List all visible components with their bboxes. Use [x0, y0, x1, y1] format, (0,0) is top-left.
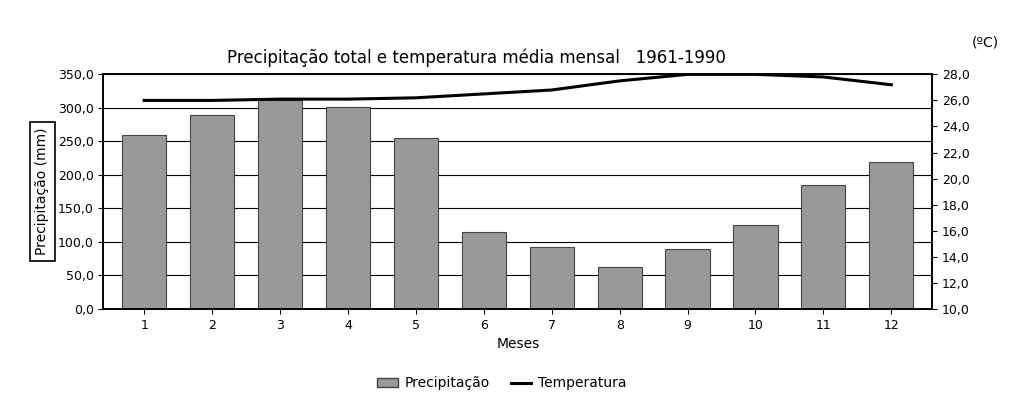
- Bar: [733, 225, 777, 309]
- Title: Precipitação total e temperatura média mensal   1961-1990: Precipitação total e temperatura média m…: [227, 49, 726, 67]
- Legend: Precipitação, Temperatura: Precipitação, Temperatura: [371, 371, 633, 396]
- Bar: [394, 138, 438, 309]
- Text: (ºC): (ºC): [972, 35, 998, 49]
- Bar: [666, 249, 710, 309]
- X-axis label: Meses: Meses: [496, 337, 540, 351]
- Bar: [326, 107, 370, 309]
- Y-axis label: Precipitação (mm): Precipitação (mm): [36, 128, 49, 256]
- Bar: [802, 185, 846, 309]
- Bar: [462, 232, 506, 309]
- Bar: [122, 135, 166, 309]
- Bar: [869, 162, 913, 309]
- Bar: [529, 247, 573, 309]
- Bar: [190, 115, 234, 309]
- Bar: [598, 267, 642, 309]
- Bar: [258, 100, 302, 309]
